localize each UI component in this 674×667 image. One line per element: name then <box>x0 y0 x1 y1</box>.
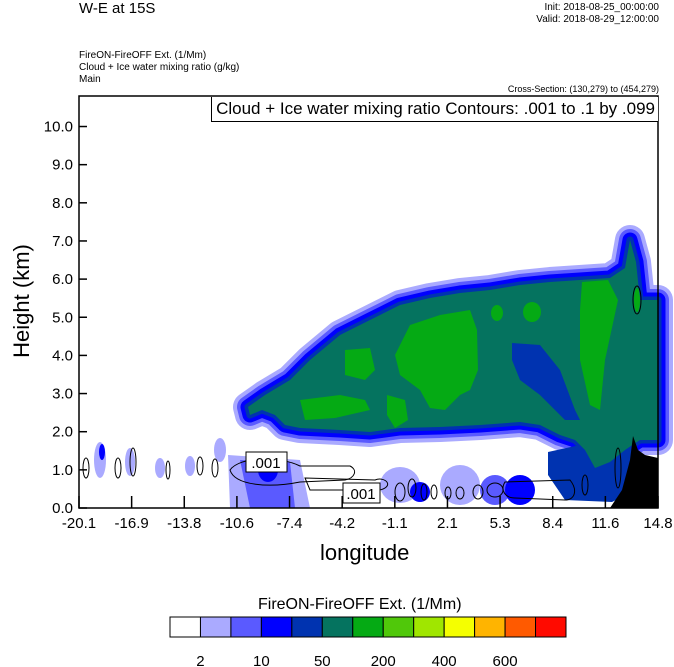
colorbar-swatch <box>413 616 445 638</box>
colorbar-label: 10 <box>253 653 270 667</box>
terrain <box>610 436 658 508</box>
colorbar-swatch <box>352 616 384 638</box>
colorbar-label: 2 <box>196 653 204 667</box>
field-line-1: FireON-FireOFF Ext. (1/Mm) <box>79 50 207 61</box>
low-level-speckles <box>94 438 535 508</box>
x-tick-label: -7.4 <box>277 515 303 532</box>
contour-label-boxes: .001 .001 <box>245 451 381 504</box>
y-tick-label: 1.0 <box>52 462 73 479</box>
filled-contours <box>94 240 658 508</box>
colorbar-swatch <box>199 616 232 638</box>
x-tick-label: -4.2 <box>329 515 355 532</box>
colorbar-swatch <box>443 616 476 638</box>
x-tick-label: -13.8 <box>167 515 201 532</box>
green-regions <box>300 280 640 428</box>
contour-label: .001 <box>251 455 280 472</box>
cross-section-label: Cross-Section: (130,279) to (454,279) <box>507 84 659 94</box>
colorbar-swatch <box>291 616 323 638</box>
init-time: Init: 2018-08-25_00:00:00 <box>544 2 659 13</box>
x-tick-label: -20.1 <box>62 515 96 532</box>
y-tick-label: 2.0 <box>52 424 73 441</box>
y-ticks: 0.0 1.0 2.0 3.0 4.0 5.0 6.0 7.0 8.0 9.0 10.0 <box>44 119 87 517</box>
colorbar-swatch <box>169 616 201 638</box>
x-tick-label: 11.6 <box>591 515 619 532</box>
y-tick-label: 3.0 <box>52 386 73 403</box>
valid-time: Valid: 2018-08-29_12:00:00 <box>536 14 659 25</box>
y-tick-label: 4.0 <box>52 347 73 364</box>
colorbar-title: FireON-FireOFF Ext. (1/Mm) <box>258 596 462 613</box>
x-tick-label: -16.9 <box>115 515 149 532</box>
colorbar-label: 50 <box>314 653 331 667</box>
field-line-3: Main <box>79 74 101 85</box>
contour-info-box: Cloud + Ice water mixing ratio Contours:… <box>211 97 658 122</box>
colorbar: 2 10 50 200 400 600 <box>169 616 567 667</box>
y-tick-label: 0.0 <box>52 500 73 517</box>
colorbar-swatch <box>230 616 262 638</box>
contour-info: Cloud + Ice water mixing ratio Contours:… <box>216 99 655 118</box>
colorbar-swatch <box>260 616 293 638</box>
colorbar-swatch <box>535 616 567 638</box>
y-axis-label: Height (km) <box>9 244 34 358</box>
x-ticks: -20.1 -16.9 -13.8 -10.6 -7.4 -4.2 -1.1 2.1 5.3 8.… <box>62 496 673 532</box>
plot-title: W-E at 15S <box>79 0 156 17</box>
field-line-2: Cloud + Ice water mixing ratio (g/kg) <box>79 62 240 73</box>
x-tick-label: 2.1 <box>437 515 458 532</box>
colorbar-label: 600 <box>493 653 518 667</box>
x-tick-label: -10.6 <box>220 515 254 532</box>
y-tick-label: 9.0 <box>52 157 73 174</box>
colorbar-swatch <box>504 616 537 638</box>
contour-lines <box>82 285 642 502</box>
x-tick-label: 5.3 <box>490 515 511 532</box>
colorbar-swatch <box>321 616 354 638</box>
y-tick-label: 5.0 <box>52 309 73 326</box>
y-tick-label: 10.0 <box>44 119 73 136</box>
contour-label: .001 <box>346 486 375 503</box>
y-tick-label: 7.0 <box>52 233 73 250</box>
x-tick-label: -1.1 <box>382 515 408 532</box>
x-axis-label: longitude <box>320 540 410 565</box>
x-tick-label: 14.8 <box>643 515 672 532</box>
plot-frame <box>78 95 659 509</box>
x-tick-label: 8.4 <box>542 515 563 532</box>
colorbar-label: 200 <box>371 653 396 667</box>
colorbar-swatch <box>474 616 506 638</box>
y-tick-label: 6.0 <box>52 271 73 288</box>
colorbar-swatch <box>382 616 415 638</box>
y-tick-label: 8.0 <box>52 195 73 212</box>
colorbar-label: 400 <box>432 653 457 667</box>
inner-dark-blue-region <box>512 343 580 420</box>
